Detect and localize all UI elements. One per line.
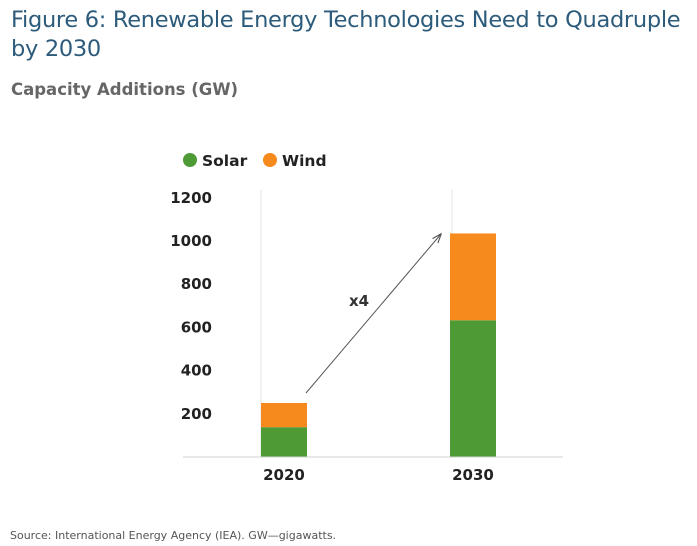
y-tick-label: 600 (181, 318, 212, 336)
y-tick-label: 1200 (170, 189, 212, 207)
legend-label-wind: Wind (282, 152, 327, 170)
chart-title: Figure 6: Renewable Energy Technologies … (11, 7, 681, 62)
growth-annotation: x4 (305, 234, 441, 394)
y-tick-label: 400 (181, 362, 212, 380)
y-tick-label: 800 (181, 275, 212, 293)
axes: 200 400 600 800 1000 1200 2020 2030 (170, 189, 563, 484)
bars (261, 233, 496, 457)
bar-solar-2030 (450, 320, 496, 457)
bar-solar-2020 (261, 427, 307, 457)
bar-wind-2020 (261, 403, 307, 428)
x-tick-label-2030: 2030 (452, 466, 494, 484)
growth-label: x4 (349, 292, 369, 310)
y-tick-label: 200 (181, 405, 212, 423)
x-tick-label-2020: 2020 (263, 466, 305, 484)
legend-marker-wind (263, 153, 277, 167)
chart-subtitle: Capacity Additions (GW) (11, 80, 239, 99)
y-tick-label: 1000 (170, 232, 212, 250)
growth-arrow (305, 234, 441, 394)
legend-marker-solar (183, 153, 197, 167)
legend: Solar Wind (183, 152, 327, 170)
source-note: Source: International Energy Agency (IEA… (10, 529, 337, 542)
legend-label-solar: Solar (202, 152, 248, 170)
bar-wind-2030 (450, 233, 496, 321)
